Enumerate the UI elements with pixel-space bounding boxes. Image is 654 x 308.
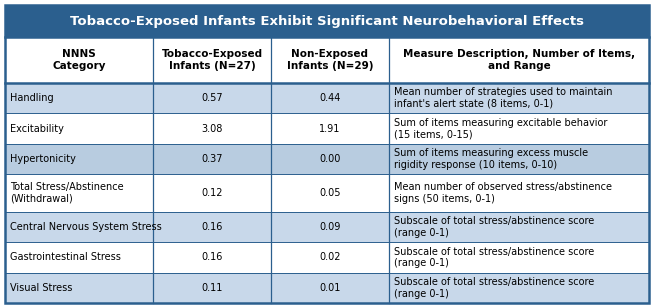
Text: 0.02: 0.02 xyxy=(319,253,341,262)
Bar xyxy=(5,144,649,174)
Text: 0.44: 0.44 xyxy=(319,93,341,103)
Text: Handling: Handling xyxy=(10,93,54,103)
Text: Mean number of observed stress/abstinence
signs (50 items, 0-1): Mean number of observed stress/abstinenc… xyxy=(394,182,612,204)
Text: Hypertonicity: Hypertonicity xyxy=(10,154,76,164)
Text: 0.01: 0.01 xyxy=(319,283,341,293)
Text: NNNS
Category: NNNS Category xyxy=(52,49,106,71)
Text: 0.09: 0.09 xyxy=(319,222,341,232)
Bar xyxy=(5,5,649,37)
Text: Tobacco-Exposed
Infants (N=27): Tobacco-Exposed Infants (N=27) xyxy=(162,49,262,71)
Text: Non-Exposed
Infants (N=29): Non-Exposed Infants (N=29) xyxy=(286,49,373,71)
Text: 0.16: 0.16 xyxy=(201,253,223,262)
Text: 0.00: 0.00 xyxy=(319,154,341,164)
Bar xyxy=(5,113,649,144)
Text: Measure Description, Number of Items,
and Range: Measure Description, Number of Items, an… xyxy=(403,49,635,71)
Text: Total Stress/Abstinence
(Withdrawal): Total Stress/Abstinence (Withdrawal) xyxy=(10,182,124,204)
Text: Mean number of strategies used to maintain
infant's alert state (8 items, 0-1): Mean number of strategies used to mainta… xyxy=(394,87,613,109)
Text: 0.37: 0.37 xyxy=(201,154,223,164)
Text: Subscale of total stress/abstinence score
(range 0-1): Subscale of total stress/abstinence scor… xyxy=(394,247,594,268)
Text: Excitability: Excitability xyxy=(10,124,64,133)
Text: Central Nervous System Stress: Central Nervous System Stress xyxy=(10,222,162,232)
Text: Sum of items measuring excitable behavior
(15 items, 0-15): Sum of items measuring excitable behavio… xyxy=(394,118,608,139)
Bar xyxy=(5,242,649,273)
Text: Gastrointestinal Stress: Gastrointestinal Stress xyxy=(10,253,121,262)
Text: 0.16: 0.16 xyxy=(201,222,223,232)
Bar xyxy=(5,83,649,113)
Text: Visual Stress: Visual Stress xyxy=(10,283,73,293)
Text: Sum of items measuring excess muscle
rigidity response (10 items, 0-10): Sum of items measuring excess muscle rig… xyxy=(394,148,588,170)
Text: 0.11: 0.11 xyxy=(201,283,223,293)
Bar xyxy=(5,174,649,212)
Bar xyxy=(5,37,649,83)
Text: 1.91: 1.91 xyxy=(319,124,341,133)
Bar xyxy=(5,273,649,303)
Text: Tobacco-Exposed Infants Exhibit Significant Neurobehavioral Effects: Tobacco-Exposed Infants Exhibit Signific… xyxy=(70,14,584,27)
Text: 0.12: 0.12 xyxy=(201,188,223,198)
Text: Subscale of total stress/abstinence score
(range 0-1): Subscale of total stress/abstinence scor… xyxy=(394,277,594,299)
Bar xyxy=(5,212,649,242)
Text: 3.08: 3.08 xyxy=(201,124,223,133)
Text: 0.57: 0.57 xyxy=(201,93,223,103)
Text: Subscale of total stress/abstinence score
(range 0-1): Subscale of total stress/abstinence scor… xyxy=(394,216,594,238)
Text: 0.05: 0.05 xyxy=(319,188,341,198)
